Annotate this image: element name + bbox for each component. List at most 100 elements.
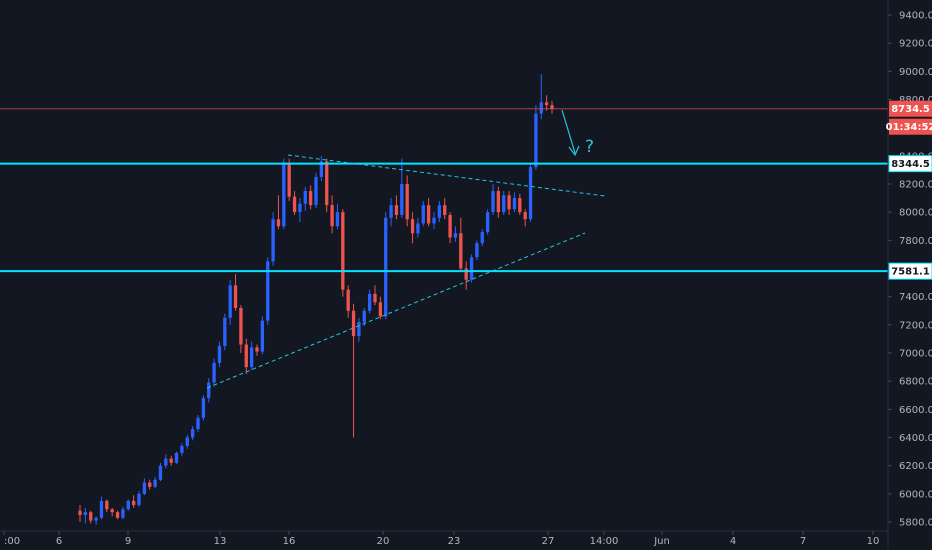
- candle-body: [351, 310, 356, 337]
- candle[interactable]: [190, 426, 195, 441]
- candle[interactable]: [276, 195, 281, 230]
- candle[interactable]: [405, 175, 409, 227]
- candle[interactable]: [239, 305, 243, 353]
- candle[interactable]: [448, 212, 452, 244]
- candle[interactable]: [528, 162, 533, 223]
- candle[interactable]: [201, 395, 206, 421]
- candle[interactable]: [158, 462, 163, 482]
- candle[interactable]: [351, 303, 356, 438]
- candle[interactable]: [174, 451, 179, 465]
- candle[interactable]: [550, 100, 554, 114]
- candle[interactable]: [131, 495, 136, 508]
- candle[interactable]: [105, 499, 109, 513]
- candle[interactable]: [416, 217, 420, 238]
- candle[interactable]: [544, 95, 549, 111]
- candle[interactable]: [83, 507, 88, 524]
- candle[interactable]: [298, 198, 302, 223]
- candle[interactable]: [432, 212, 436, 230]
- candle-body: [534, 113, 538, 168]
- candle[interactable]: [518, 193, 522, 215]
- candle[interactable]: [507, 191, 511, 215]
- candle[interactable]: [287, 158, 291, 201]
- candle[interactable]: [223, 313, 227, 351]
- candle-body: [475, 243, 479, 258]
- candle[interactable]: [185, 434, 189, 449]
- candle[interactable]: [308, 185, 313, 210]
- candle[interactable]: [266, 257, 270, 325]
- time-axis[interactable]: :00 6 9 13 16 20 23 27 14:00 Jun 4 7 10: [3, 531, 879, 547]
- candle[interactable]: [271, 212, 275, 266]
- candle[interactable]: [421, 200, 425, 227]
- candle[interactable]: [410, 212, 415, 244]
- candle[interactable]: [539, 74, 543, 120]
- candle[interactable]: [255, 344, 259, 356]
- candle[interactable]: [137, 491, 141, 507]
- candle[interactable]: [394, 195, 399, 220]
- candle[interactable]: [121, 506, 125, 520]
- candle[interactable]: [164, 454, 168, 469]
- candle[interactable]: [148, 479, 152, 490]
- candle[interactable]: [325, 158, 329, 213]
- candle[interactable]: [282, 158, 286, 230]
- candle[interactable]: [469, 254, 474, 283]
- candle[interactable]: [373, 285, 377, 306]
- candle[interactable]: [115, 510, 120, 520]
- candle[interactable]: [196, 414, 200, 432]
- candle[interactable]: [335, 203, 340, 230]
- candle[interactable]: [357, 317, 361, 342]
- candle[interactable]: [319, 155, 324, 182]
- candle[interactable]: [99, 496, 104, 520]
- candle[interactable]: [384, 212, 388, 320]
- candle[interactable]: [426, 198, 431, 227]
- candle[interactable]: [346, 285, 350, 318]
- candle[interactable]: [142, 478, 147, 496]
- candle[interactable]: [480, 229, 484, 246]
- candle[interactable]: [453, 226, 458, 242]
- candle-body: [255, 347, 259, 352]
- price-tick-label: 6400.0: [899, 433, 932, 444]
- candle[interactable]: [534, 105, 538, 170]
- candle[interactable]: [78, 505, 82, 522]
- candle[interactable]: [491, 184, 495, 215]
- candle[interactable]: [303, 186, 307, 211]
- upper-trendline[interactable]: [287, 154, 606, 197]
- candle[interactable]: [389, 198, 393, 227]
- candle[interactable]: [217, 341, 222, 368]
- lower-trendline[interactable]: [206, 232, 586, 389]
- candle[interactable]: [110, 507, 114, 517]
- candle[interactable]: [464, 261, 468, 290]
- candle[interactable]: [367, 289, 372, 314]
- candle[interactable]: [459, 217, 463, 272]
- candle[interactable]: [523, 209, 527, 227]
- candle[interactable]: [502, 191, 506, 215]
- candle[interactable]: [400, 158, 404, 218]
- candle[interactable]: [292, 191, 297, 215]
- candle[interactable]: [378, 296, 383, 320]
- lines-layer: [0, 108, 888, 389]
- candle[interactable]: [207, 378, 211, 403]
- candle[interactable]: [228, 279, 232, 325]
- candle[interactable]: [126, 499, 130, 511]
- candle[interactable]: [443, 198, 447, 220]
- candle[interactable]: [249, 341, 254, 370]
- candle[interactable]: [341, 209, 345, 297]
- candle[interactable]: [260, 316, 265, 355]
- candle[interactable]: [330, 195, 334, 234]
- candle[interactable]: [94, 516, 98, 525]
- countdown-label: 01:34:52: [886, 122, 932, 133]
- candle[interactable]: [496, 186, 501, 218]
- candle[interactable]: [244, 338, 248, 375]
- candle[interactable]: [485, 209, 490, 235]
- candle[interactable]: [437, 200, 442, 223]
- candle[interactable]: [512, 192, 517, 213]
- candle[interactable]: [180, 443, 184, 456]
- candle[interactable]: [314, 172, 318, 208]
- candle[interactable]: [89, 510, 93, 524]
- candle[interactable]: [233, 274, 238, 311]
- candle[interactable]: [153, 476, 157, 489]
- candle[interactable]: [475, 240, 479, 261]
- candle[interactable]: [169, 455, 173, 466]
- candle[interactable]: [212, 358, 216, 387]
